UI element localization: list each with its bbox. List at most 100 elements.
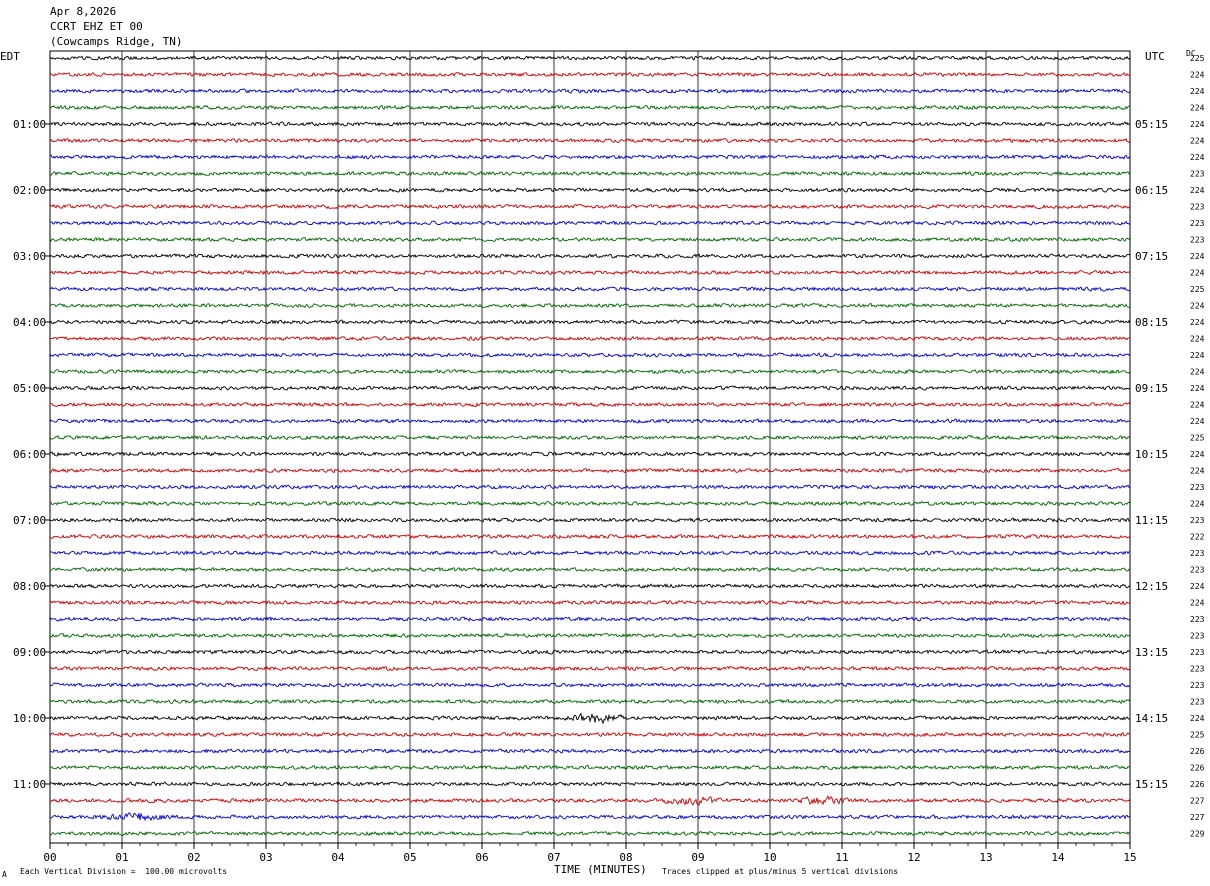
header-date: Apr 8,2026 <box>50 5 117 18</box>
dc-offset-label: 224 <box>1190 87 1205 96</box>
left-hour-label: 02:00 <box>13 184 46 197</box>
left-hour-label: 10:00 <box>13 712 46 725</box>
dc-offset-label: 225 <box>1190 731 1205 740</box>
trace-row-38 <box>49 682 1131 688</box>
left-hour-label: 07:00 <box>13 514 46 527</box>
trace-row-5 <box>49 137 1131 144</box>
dc-offset-label: 224 <box>1190 500 1205 509</box>
clip-note: Traces clipped at plus/minus 5 vertical … <box>662 867 899 876</box>
trace-row-47 <box>50 830 1131 837</box>
left-hour-label: 01:00 <box>13 118 46 131</box>
trace-row-7 <box>49 170 1131 177</box>
x-tick-label: 15 <box>1123 851 1136 864</box>
right-hour-label: 09:15 <box>1135 382 1168 395</box>
trace-row-30 <box>49 550 1131 556</box>
dc-offset-label: 223 <box>1190 665 1205 674</box>
dc-offset-label: 223 <box>1190 615 1205 624</box>
x-tick-label: 06 <box>475 851 488 864</box>
dc-offset-label: 224 <box>1190 450 1205 459</box>
left-hour-label: 11:00 <box>13 778 46 791</box>
dc-offset-label: 224 <box>1190 714 1205 723</box>
dc-offset-label: 224 <box>1190 120 1205 129</box>
dc-offset-label: 224 <box>1190 582 1205 591</box>
right-hour-label: 11:15 <box>1135 514 1168 527</box>
x-tick-label: 08 <box>619 851 632 864</box>
trace-row-39 <box>49 698 1131 705</box>
x-tick-label: 03 <box>259 851 272 864</box>
trace-row-42 <box>49 748 1131 754</box>
trace-row-13 <box>50 269 1131 276</box>
dc-offset-label: 224 <box>1190 467 1205 476</box>
trace-row-37 <box>49 665 1131 672</box>
left-hour-label: 05:00 <box>13 382 46 395</box>
right-hour-label: 08:15 <box>1135 316 1168 329</box>
header-location: (Cowcamps Ridge, TN) <box>50 35 183 48</box>
trace-row-4 <box>49 121 1131 127</box>
trace-row-8 <box>49 187 1131 193</box>
trace-row-17 <box>50 335 1131 342</box>
dc-offset-label: 223 <box>1190 236 1205 245</box>
x-tick-label: 01 <box>115 851 128 864</box>
dc-offset-label: 226 <box>1190 747 1205 756</box>
trace-row-1 <box>49 71 1131 78</box>
right-hour-label: 15:15 <box>1135 778 1168 791</box>
trace-row-10 <box>49 220 1131 226</box>
dc-offset-label: 224 <box>1190 318 1205 327</box>
scale-note: Each Vertical Division = 100.00 microvol… <box>20 867 228 876</box>
dc-offset-label: 223 <box>1190 566 1205 575</box>
trace-row-44 <box>49 781 1131 787</box>
trace-row-20 <box>49 385 1131 391</box>
trace-row-26 <box>49 484 1131 490</box>
dc-offset-label: 224 <box>1190 599 1205 608</box>
x-tick-label: 05 <box>403 851 416 864</box>
dc-offset-label: 224 <box>1190 417 1205 426</box>
trace-row-24 <box>49 451 1131 457</box>
trace-row-22 <box>49 418 1131 424</box>
dc-offset-label: 223 <box>1190 483 1205 492</box>
trace-row-28 <box>50 517 1131 523</box>
right-hour-label: 14:15 <box>1135 712 1168 725</box>
right-hour-label: 13:15 <box>1135 646 1168 659</box>
trace-row-29 <box>49 533 1131 540</box>
left-hour-label: 08:00 <box>13 580 46 593</box>
trace-row-41 <box>49 731 1131 738</box>
dc-offset-label: 223 <box>1190 632 1205 641</box>
dc-offset-label: 226 <box>1190 780 1205 789</box>
right-hour-label: 12:15 <box>1135 580 1168 593</box>
x-tick-label: 12 <box>907 851 920 864</box>
dc-offset-label: 227 <box>1190 797 1205 806</box>
dc-offset-label: 225 <box>1190 434 1205 443</box>
trace-row-31 <box>49 566 1131 573</box>
x-tick-label: 00 <box>43 851 56 864</box>
trace-row-12 <box>49 253 1131 259</box>
dc-offset-label: 224 <box>1190 401 1205 410</box>
x-tick-label: 14 <box>1051 851 1065 864</box>
dc-offset-label: 227 <box>1190 813 1205 822</box>
header-station: CCRT EHZ ET 00 <box>50 20 143 33</box>
x-tick-label: 13 <box>979 851 992 864</box>
dc-offset-label: 229 <box>1190 830 1205 839</box>
dc-offset-label: 224 <box>1190 186 1205 195</box>
left-hour-label: 09:00 <box>13 646 46 659</box>
trace-row-19 <box>49 368 1131 375</box>
left-hour-label: 04:00 <box>13 316 46 329</box>
trace-row-45 <box>49 795 1131 806</box>
trace-row-25 <box>49 467 1131 474</box>
x-tick-label: 02 <box>187 851 200 864</box>
trace-row-34 <box>49 616 1131 622</box>
dc-offset-label: 223 <box>1190 698 1205 707</box>
trace-row-6 <box>49 154 1131 160</box>
x-tick-label: 07 <box>547 851 560 864</box>
trace-row-14 <box>49 286 1131 292</box>
corner-mark: A <box>2 870 7 879</box>
dc-offset-label: 225 <box>1190 285 1205 294</box>
trace-row-46 <box>49 812 1131 822</box>
dc-offset-label: 223 <box>1190 516 1205 525</box>
x-tick-label: 11 <box>835 851 848 864</box>
left-hour-label: 06:00 <box>13 448 46 461</box>
left-timezone-label: EDT <box>0 50 20 63</box>
dc-offset-label: 224 <box>1190 104 1205 113</box>
trace-row-3 <box>49 104 1131 111</box>
trace-row-33 <box>49 599 1131 606</box>
trace-row-21 <box>49 401 1131 408</box>
